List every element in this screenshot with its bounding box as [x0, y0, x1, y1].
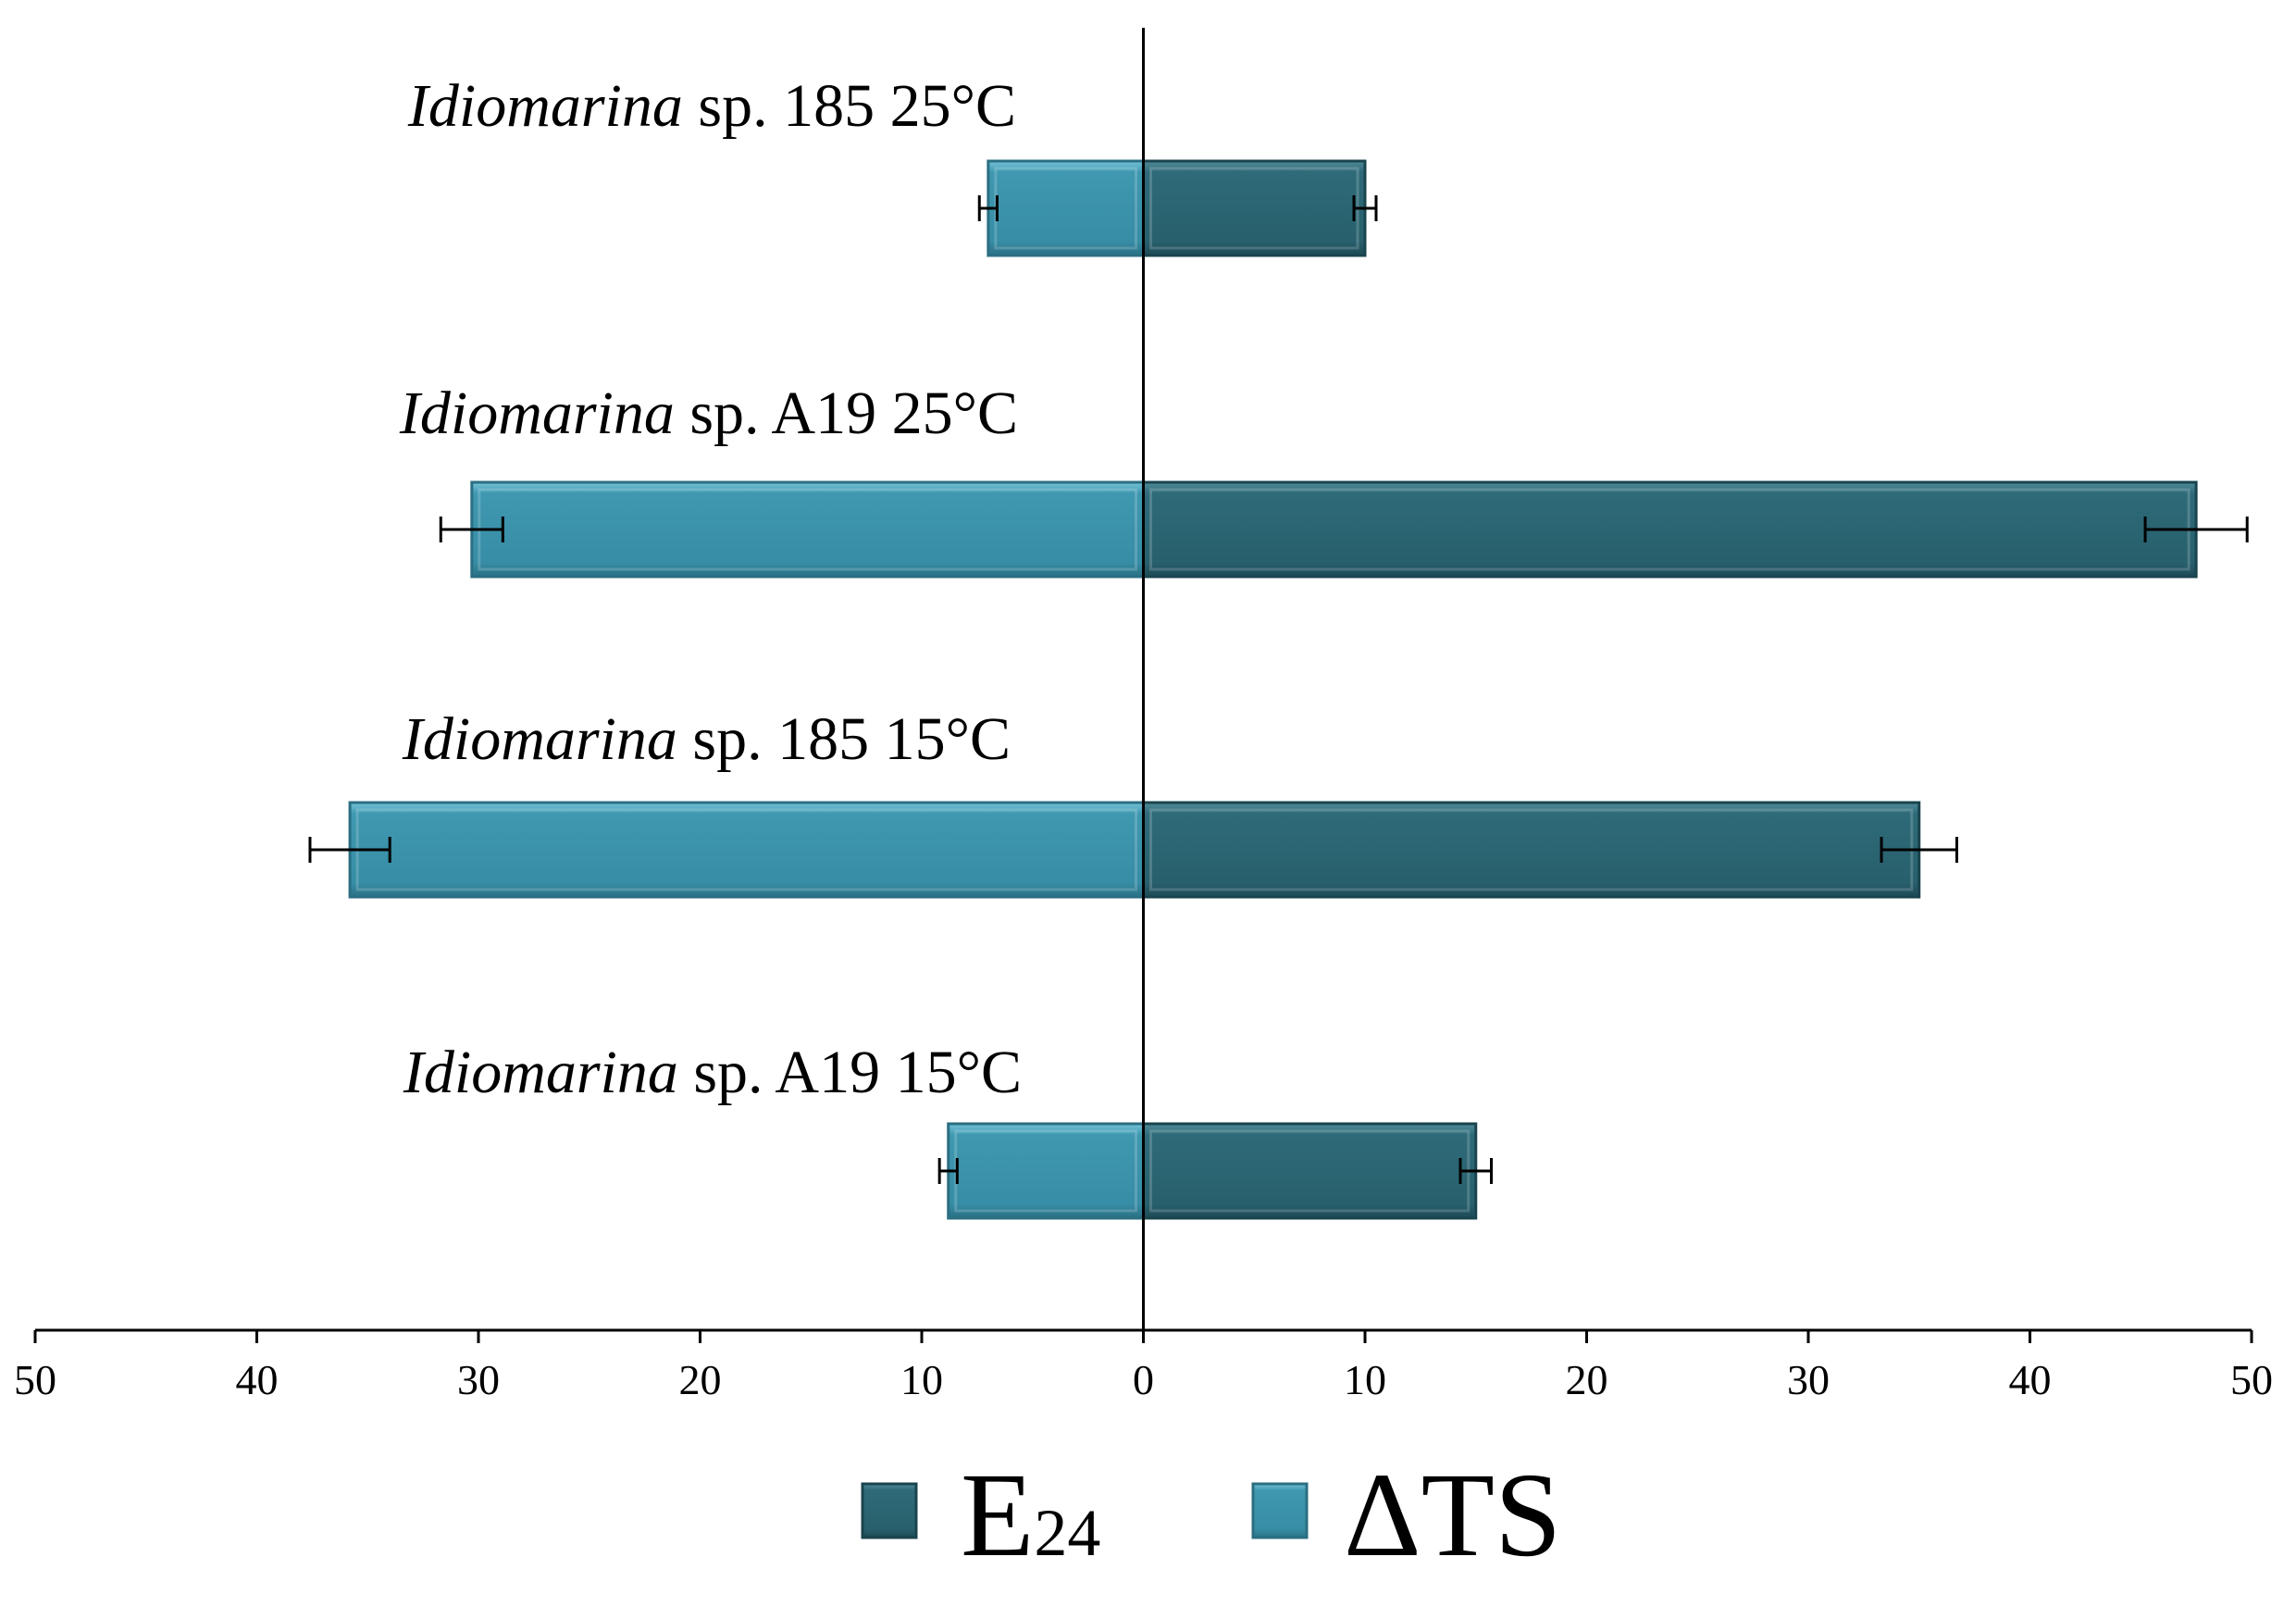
x-tick-label: 50	[2230, 1356, 2273, 1403]
bar-e24-2	[1142, 801, 1921, 899]
error-bar-e24-0	[1352, 195, 1378, 221]
x-tick-label: 10	[900, 1356, 943, 1403]
x-tick-label: 40	[2009, 1356, 2052, 1403]
legend-swatch-e24	[861, 1482, 918, 1539]
bar-e24-1	[1142, 480, 2198, 579]
bar-delta-ts-3	[947, 1122, 1145, 1220]
bar-delta-ts-1	[470, 480, 1145, 579]
error-bar-delta-ts-0	[977, 195, 999, 221]
x-tick-label: 10	[1344, 1356, 1386, 1403]
x-tick-label: 30	[457, 1356, 500, 1403]
x-tick-label: 50	[14, 1356, 56, 1403]
x-tick-label: 30	[1787, 1356, 1830, 1403]
category-label-0: Idiomarina sp. 185 25°C	[407, 72, 1016, 140]
legend-item-e24: E24	[861, 1449, 1100, 1582]
error-bar-delta-ts-1	[439, 517, 504, 542]
category-label-1: Idiomarina sp. A19 25°C	[399, 380, 1018, 447]
legend-swatch-delta-ts	[1251, 1482, 1309, 1539]
bar-e24-3	[1142, 1122, 1478, 1220]
x-tick-label: 20	[679, 1356, 722, 1403]
legend-label-delta-ts: ΔTS	[1344, 1449, 1561, 1582]
error-bar-e24-2	[1880, 837, 1958, 863]
bar-delta-ts-2	[348, 801, 1145, 899]
x-tick-label: 40	[236, 1356, 279, 1403]
bar-delta-ts-0	[987, 159, 1145, 257]
error-bar-delta-ts-2	[308, 837, 391, 863]
error-bar-e24-3	[1458, 1158, 1494, 1184]
error-bar-e24-1	[2143, 517, 2249, 542]
bar-e24-0	[1142, 159, 1367, 257]
legend-label-e24: E24	[961, 1449, 1100, 1582]
category-label-2: Idiomarina sp. 185 15°C	[402, 705, 1011, 773]
x-tick-label: 20	[1566, 1356, 1608, 1403]
x-tick-label: 0	[1133, 1356, 1154, 1403]
category-label-3: Idiomarina sp. A19 15°C	[403, 1039, 1022, 1106]
error-bar-delta-ts-3	[937, 1158, 959, 1184]
legend-item-delta-ts: ΔTS	[1251, 1449, 1561, 1582]
